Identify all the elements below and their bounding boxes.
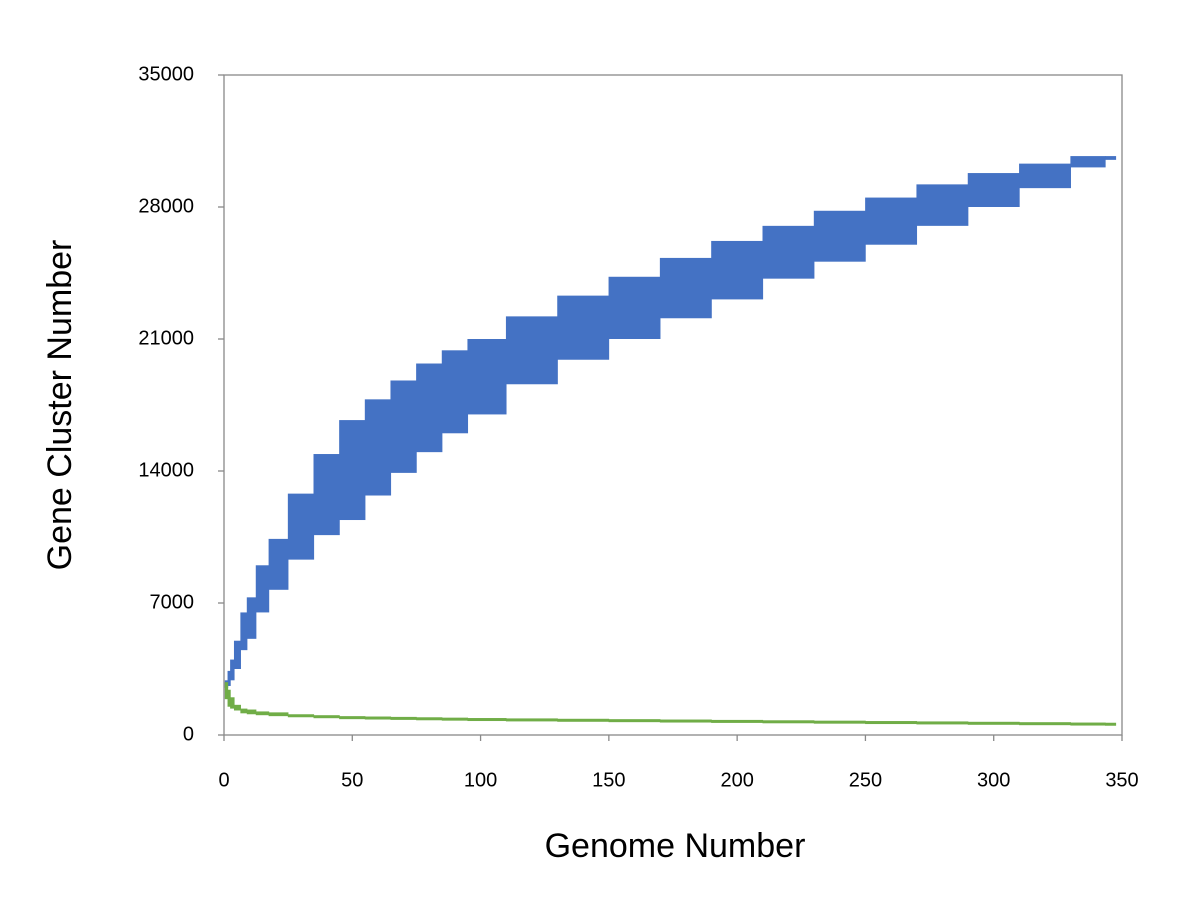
range-bar bbox=[711, 240, 764, 300]
x-tick-label: 0 bbox=[218, 769, 229, 791]
y-tick-label: 35000 bbox=[138, 63, 194, 85]
range-bar bbox=[762, 720, 815, 724]
range-bar bbox=[441, 717, 469, 721]
range-bar bbox=[230, 659, 235, 681]
range-bar bbox=[230, 697, 235, 709]
y-tick-label: 28000 bbox=[138, 195, 194, 217]
x-tick-label: 350 bbox=[1105, 769, 1138, 791]
range-bar bbox=[287, 493, 315, 560]
range-bar bbox=[268, 712, 289, 717]
range-bar bbox=[246, 597, 257, 639]
range-bar bbox=[608, 719, 661, 723]
range-bar bbox=[967, 173, 1020, 207]
range-bar bbox=[255, 565, 270, 613]
range-bar bbox=[659, 719, 712, 723]
range-bar bbox=[557, 718, 610, 722]
y-tick-label: 21000 bbox=[138, 327, 194, 349]
range-bar bbox=[227, 670, 231, 686]
range-bar bbox=[1105, 156, 1117, 160]
range-bar bbox=[416, 363, 443, 453]
range-bar bbox=[865, 721, 918, 725]
range-bar bbox=[659, 257, 712, 319]
range-bar bbox=[240, 612, 248, 651]
range-bar bbox=[227, 689, 231, 707]
range-bar bbox=[762, 225, 815, 279]
range-bar bbox=[287, 714, 315, 718]
range-bar bbox=[1105, 722, 1117, 726]
y-tick-label: 7000 bbox=[150, 591, 195, 613]
y-axis-title: Gene Cluster Number bbox=[41, 240, 79, 571]
x-tick-label: 100 bbox=[464, 769, 497, 791]
range-bar bbox=[233, 704, 241, 711]
y-tick-label: 14000 bbox=[138, 459, 194, 481]
range-bar bbox=[467, 718, 507, 722]
y-tick-label: 0 bbox=[183, 723, 194, 745]
range-bar bbox=[711, 719, 764, 723]
range-bar bbox=[916, 721, 969, 725]
range-bar bbox=[441, 350, 469, 434]
range-bar bbox=[416, 717, 443, 721]
range-bar bbox=[1070, 722, 1106, 726]
range-bar bbox=[608, 276, 661, 339]
range-bar bbox=[268, 538, 289, 590]
range-bar bbox=[967, 721, 1020, 725]
x-axis-title: Genome Number bbox=[545, 827, 806, 865]
range-bar bbox=[865, 197, 918, 245]
x-tick-label: 50 bbox=[341, 769, 363, 791]
range-bar bbox=[813, 210, 866, 262]
range-bar bbox=[1019, 163, 1071, 189]
range-bar bbox=[1070, 156, 1106, 168]
range-bar bbox=[390, 716, 417, 720]
range-bar bbox=[916, 184, 969, 226]
range-bar bbox=[246, 709, 257, 715]
range-bar bbox=[557, 295, 610, 360]
range-bar bbox=[233, 640, 241, 669]
x-tick-label: 150 bbox=[592, 769, 625, 791]
range-bar bbox=[364, 399, 392, 496]
range-bar bbox=[339, 420, 366, 521]
range-bar bbox=[255, 711, 270, 716]
plot-frame bbox=[223, 74, 1123, 736]
range-bar bbox=[313, 715, 340, 719]
range-bar bbox=[813, 720, 866, 724]
range-bar bbox=[390, 380, 417, 473]
range-bar bbox=[240, 708, 248, 714]
x-tick-label: 200 bbox=[720, 769, 753, 791]
range-bar bbox=[467, 339, 507, 415]
range-bar bbox=[339, 716, 366, 720]
range-bar bbox=[224, 682, 229, 700]
x-tick-label: 300 bbox=[977, 769, 1010, 791]
range-bar bbox=[505, 718, 558, 722]
x-tick-label: 250 bbox=[849, 769, 882, 791]
range-bar bbox=[505, 316, 558, 385]
range-bar bbox=[1019, 722, 1071, 726]
range-bar bbox=[313, 454, 340, 536]
range-bar bbox=[364, 716, 392, 720]
